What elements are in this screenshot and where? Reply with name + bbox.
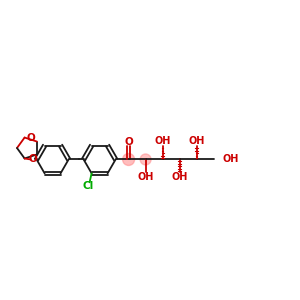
- Text: OH: OH: [137, 172, 154, 182]
- Text: Cl: Cl: [83, 181, 94, 191]
- Circle shape: [123, 154, 135, 166]
- Text: OH: OH: [154, 136, 171, 146]
- Circle shape: [140, 154, 151, 165]
- Text: O: O: [124, 137, 133, 148]
- Text: OH: OH: [188, 136, 205, 146]
- Text: OH: OH: [171, 172, 188, 182]
- Text: O: O: [26, 133, 35, 143]
- Text: O: O: [28, 154, 37, 164]
- Text: OH: OH: [223, 154, 239, 164]
